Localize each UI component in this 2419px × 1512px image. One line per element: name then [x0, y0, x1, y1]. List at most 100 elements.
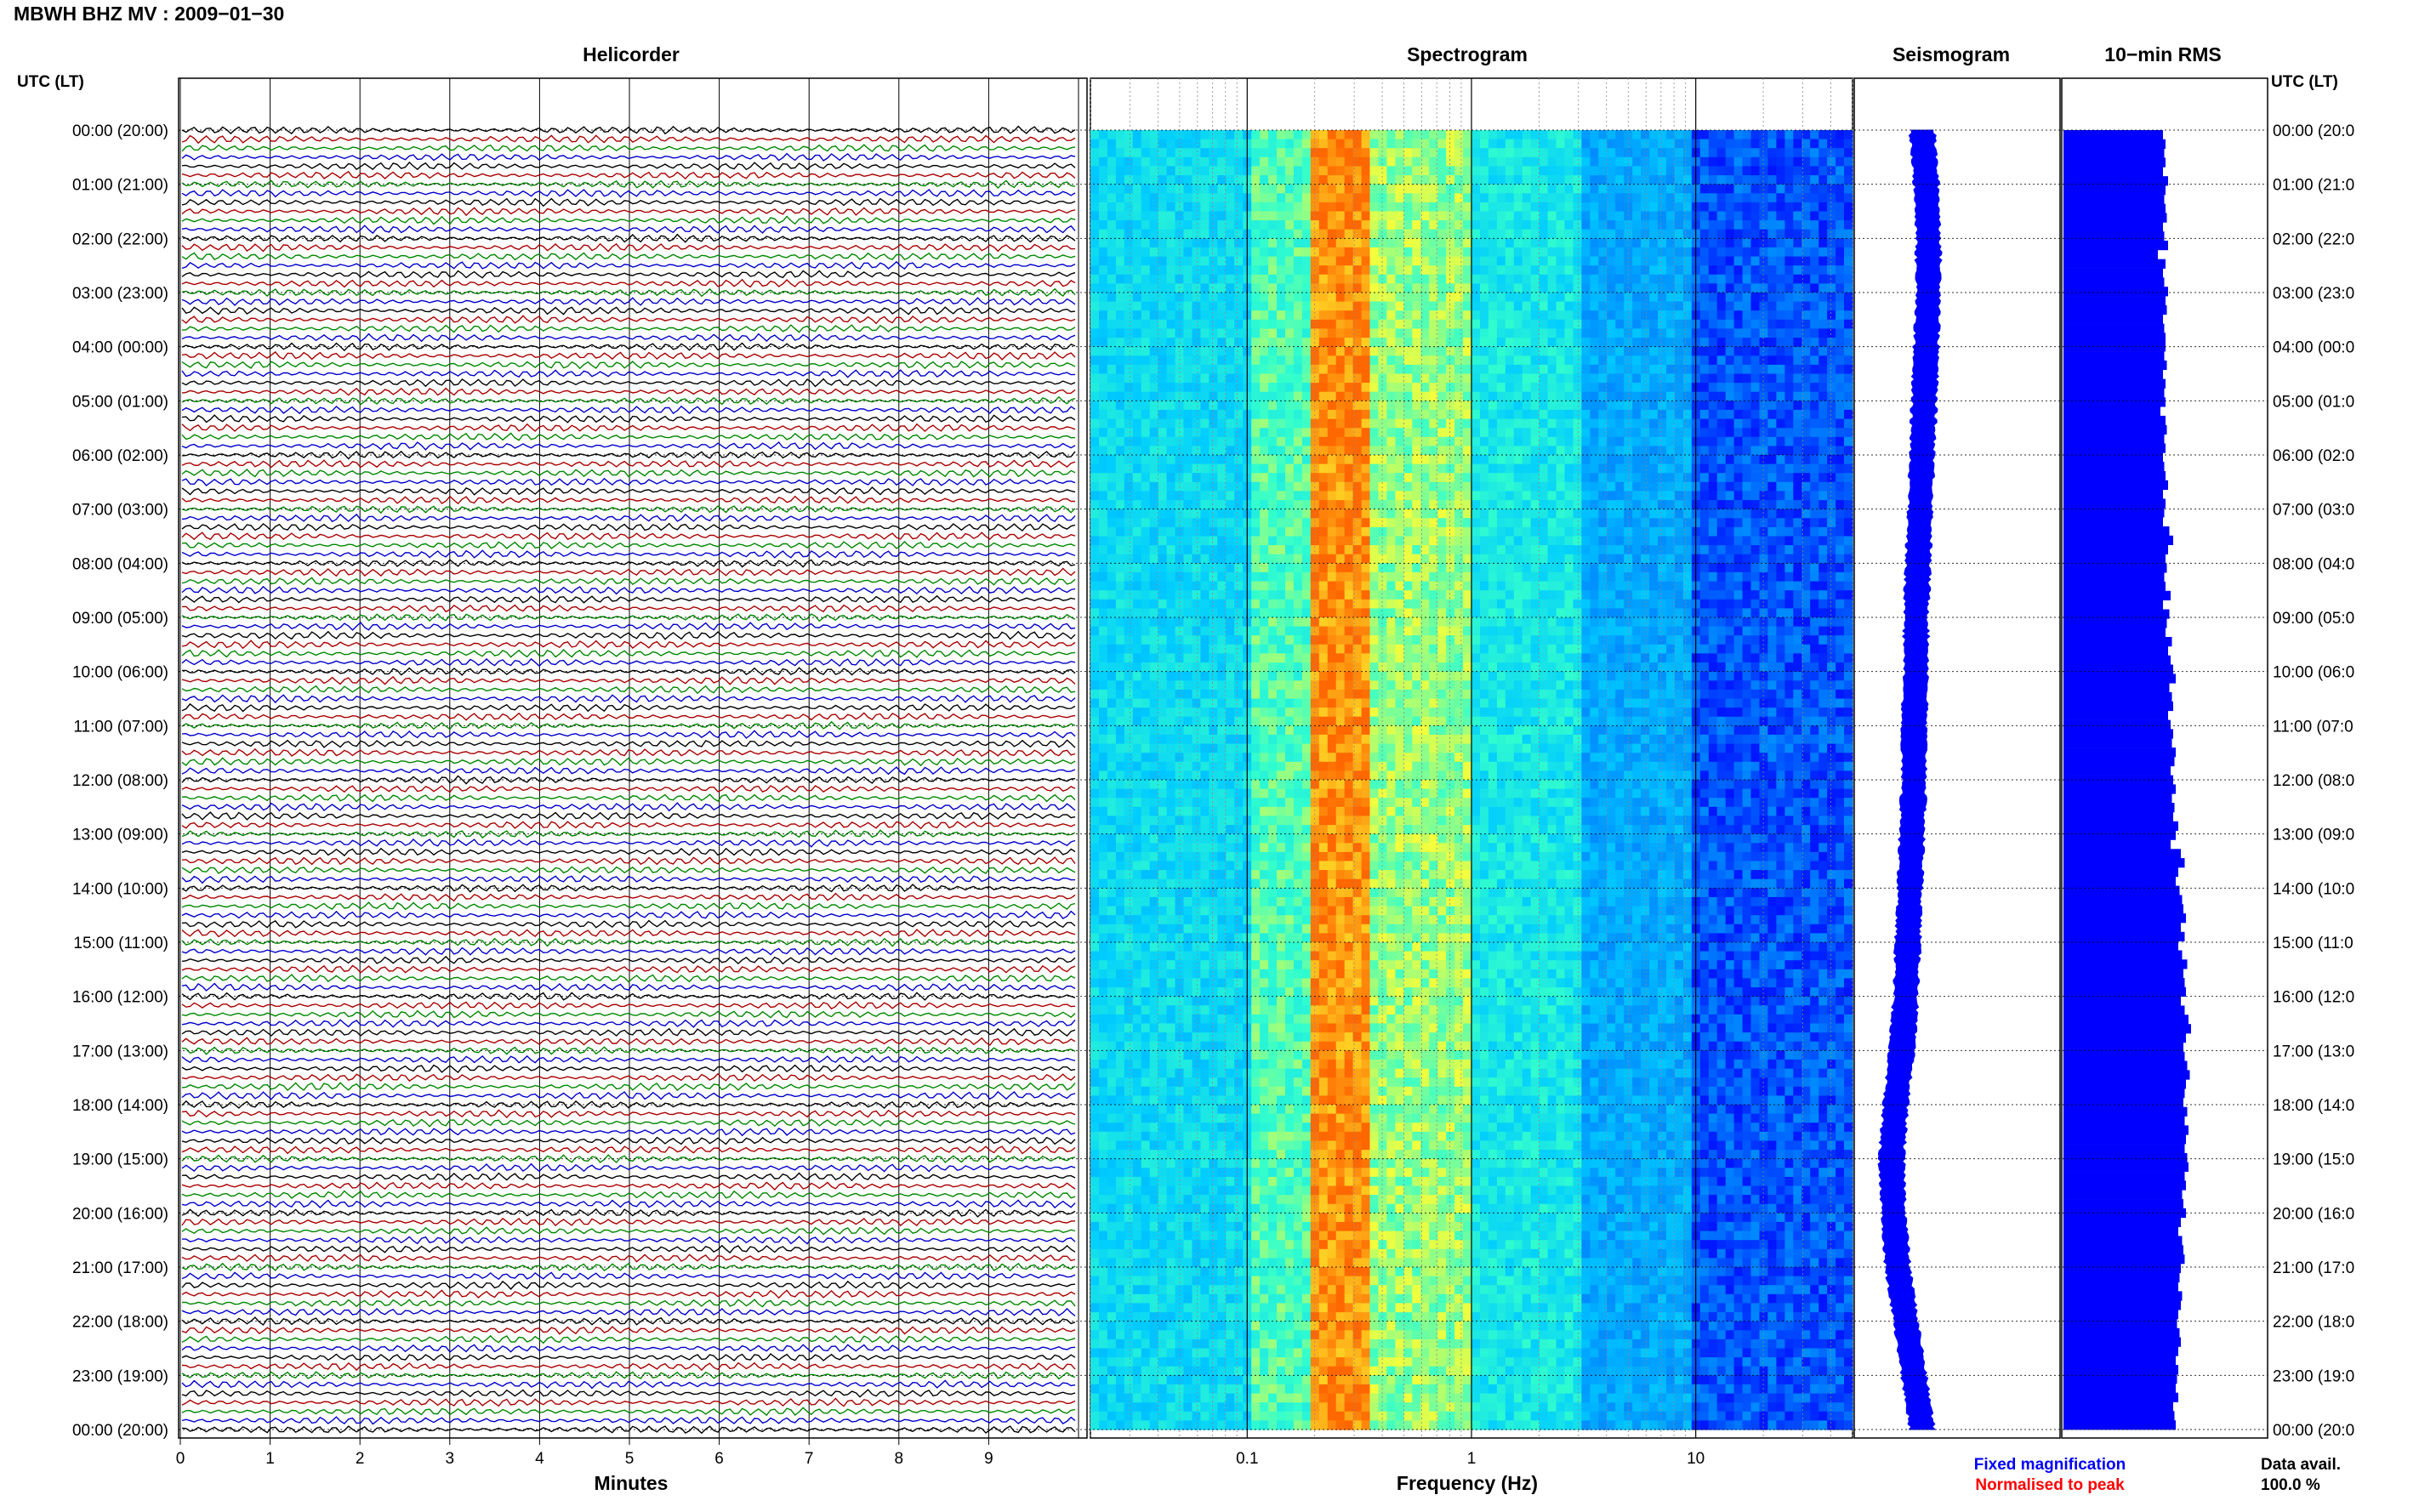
spectrogram-cell — [1361, 833, 1371, 844]
spectrogram-cell — [1293, 843, 1303, 853]
spectrogram-cell — [1234, 328, 1244, 338]
spectrogram-cell — [1158, 996, 1168, 1006]
spectrogram-cell — [1277, 644, 1286, 654]
spectrogram-cell — [1310, 1105, 1320, 1115]
spectrogram-cell — [1166, 581, 1176, 591]
spectrogram-cell — [1166, 536, 1176, 546]
spectrogram-cell — [1217, 996, 1227, 1006]
spectrogram-cell — [1209, 708, 1218, 718]
spectrogram-cell — [1200, 401, 1210, 411]
spectrogram-cell — [1099, 1185, 1108, 1196]
spectrogram-cell — [1260, 401, 1269, 411]
spectrogram-cell — [1226, 680, 1235, 691]
spectrogram-cell — [1175, 1267, 1185, 1277]
spectrogram-cell — [1209, 166, 1218, 176]
spectrogram-cell — [1209, 987, 1218, 998]
spectrogram-cell — [1200, 436, 1210, 446]
spectrogram-cell — [1344, 915, 1354, 925]
spectrogram-cell — [1141, 391, 1151, 401]
helicorder-trace — [181, 1217, 1076, 1227]
spectrogram-cell — [1361, 256, 1371, 266]
spectrogram-cell — [1293, 960, 1303, 970]
spectrogram-cell — [1099, 1285, 1108, 1295]
spectrogram-cell — [1192, 401, 1202, 411]
spectrogram-cell — [1158, 156, 1168, 167]
spectrogram-cell — [1335, 969, 1346, 979]
spectrogram-cell — [1310, 617, 1320, 628]
spectrogram-cell — [1327, 761, 1337, 771]
spectrogram-cell — [1344, 770, 1354, 781]
helicorder-trace — [181, 414, 1076, 423]
spectrogram-cell — [1149, 878, 1159, 889]
spectrogram-cell — [1141, 1068, 1151, 1078]
spectrogram-cell — [1107, 409, 1117, 420]
spectrogram-cell — [1310, 599, 1320, 609]
spectrogram-cell — [1141, 1240, 1151, 1250]
spectrogram-cell — [1217, 148, 1227, 158]
spectrogram-cell — [1301, 996, 1312, 1006]
spectrogram-cell — [1344, 166, 1354, 176]
spectrogram-cell — [1369, 816, 1380, 826]
spectrogram-cell — [1251, 446, 1261, 456]
spectrogram-cell — [1217, 1158, 1227, 1168]
spectrogram-cell — [1251, 193, 1261, 203]
spectrogram-cell — [1344, 229, 1354, 239]
spectrogram-cell — [1293, 933, 1303, 943]
spectrogram-cell — [1200, 229, 1210, 239]
helicorder-trace — [181, 513, 1076, 523]
spectrogram-cell — [1301, 319, 1312, 329]
spectrogram-cell — [1335, 626, 1346, 636]
spectrogram-cell — [1335, 373, 1346, 384]
spectrogram-cell — [1335, 878, 1346, 889]
helicorder-trace — [181, 441, 1076, 451]
spectrogram-cell — [1132, 1285, 1142, 1295]
spectrogram-cell — [1268, 310, 1278, 321]
spectrogram-cell — [1310, 788, 1320, 799]
spectrogram-cell — [1217, 491, 1227, 501]
spectrogram-cell — [1285, 328, 1295, 338]
spectrogram-cell — [1124, 861, 1134, 871]
spectrogram-cell — [1277, 473, 1286, 483]
spectrogram-cell — [1183, 635, 1193, 645]
spectrogram-cell — [1277, 418, 1286, 429]
spectrogram-cell — [1344, 1113, 1354, 1123]
spectrogram-cell — [1361, 1158, 1371, 1168]
spectrogram-cell — [1285, 554, 1295, 564]
spectrogram-cell — [1226, 1123, 1235, 1133]
spectrogram-cell — [1226, 878, 1235, 889]
spectrogram-cell — [1277, 455, 1286, 465]
spectrogram-cell — [1183, 156, 1193, 167]
spectrogram-cell — [1344, 1203, 1354, 1214]
spectrogram-cell — [1124, 383, 1134, 393]
spectrogram-cell — [1132, 328, 1142, 338]
spectrogram-cell — [1192, 851, 1202, 862]
spectrogram-cell — [1344, 788, 1354, 799]
spectrogram-cell — [1310, 1375, 1320, 1385]
spectrogram-cell — [1107, 1123, 1117, 1133]
spectrogram-cell — [1132, 716, 1142, 726]
spectrogram-cell — [1217, 1240, 1227, 1250]
spectrogram-cell — [1344, 373, 1354, 384]
spectrogram-cell — [1107, 1213, 1117, 1223]
spectrogram-cell — [1132, 1150, 1142, 1160]
spectrogram-cell — [1200, 265, 1210, 276]
spectrogram-cell — [1090, 1195, 1100, 1205]
spectrogram-cell — [1361, 1420, 1371, 1430]
spectrogram-cell — [1268, 1150, 1278, 1160]
spectrogram-cell — [1115, 428, 1125, 438]
spectrogram-cell — [1217, 662, 1227, 673]
spectrogram-cell — [1327, 870, 1337, 880]
helicorder-trace — [181, 811, 1076, 821]
spectrogram-cell — [1361, 247, 1371, 258]
spectrogram-cell — [1107, 680, 1117, 691]
spectrogram-cell — [1099, 436, 1108, 446]
spectrogram-cell — [1310, 211, 1320, 221]
spectrogram-cell — [1175, 383, 1185, 393]
spectrogram-cell — [1369, 319, 1380, 329]
spectrogram-cell — [1192, 338, 1202, 348]
spectrogram-cell — [1318, 987, 1329, 998]
spectrogram-cell — [1132, 130, 1142, 140]
spectrogram-cell — [1293, 599, 1303, 609]
spectrogram-cell — [1251, 481, 1261, 492]
spectrogram-cell — [1260, 1348, 1269, 1358]
